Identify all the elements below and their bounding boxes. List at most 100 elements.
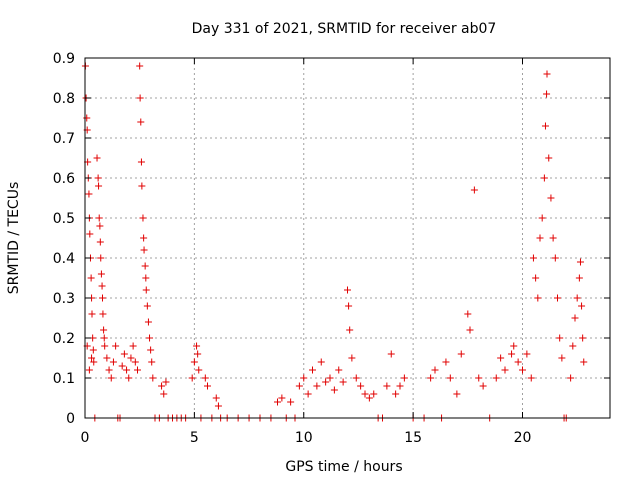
- y-tick-label: 0.7: [53, 131, 75, 147]
- data-point: [479, 382, 487, 390]
- data-point: [99, 310, 107, 318]
- data-point: [95, 214, 103, 222]
- data-point: [274, 398, 281, 406]
- data-point: [143, 302, 151, 310]
- data-point: [142, 286, 150, 294]
- data-point: [99, 294, 106, 302]
- data-point: [101, 342, 109, 350]
- data-point: [194, 350, 202, 358]
- x-tick-label: 0: [81, 430, 90, 446]
- x-tick-label: 15: [404, 430, 422, 446]
- data-point: [578, 302, 586, 310]
- data-point: [137, 158, 145, 166]
- data-point: [138, 182, 146, 190]
- data-point: [204, 382, 211, 390]
- data-point: [96, 222, 104, 230]
- y-tick-label: 0.2: [53, 331, 75, 347]
- data-point: [571, 314, 579, 322]
- data-point: [508, 350, 516, 358]
- data-point: [129, 342, 137, 350]
- data-point: [162, 378, 170, 386]
- data-point: [94, 174, 102, 182]
- data-point: [93, 154, 101, 162]
- data-point: [497, 354, 505, 362]
- data-point: [98, 282, 106, 290]
- data-point: [158, 382, 166, 390]
- data-point: [131, 358, 139, 366]
- x-axis-label: GPS time / hours: [285, 459, 402, 475]
- data-point: [141, 262, 149, 270]
- data-point: [127, 354, 135, 362]
- data-point: [392, 390, 400, 398]
- data-point: [278, 394, 286, 402]
- data-point: [579, 334, 587, 342]
- data-point: [147, 346, 155, 354]
- data-point: [538, 214, 546, 222]
- data-point: [85, 366, 93, 374]
- data-point: [554, 294, 561, 302]
- data-point: [558, 354, 566, 362]
- data-points: [81, 62, 588, 422]
- data-point: [188, 374, 196, 382]
- data-point: [352, 374, 360, 382]
- data-point: [466, 326, 474, 334]
- data-point: [87, 274, 95, 282]
- data-point: [501, 366, 509, 374]
- data-point: [541, 122, 549, 130]
- data-point: [142, 274, 150, 282]
- data-point: [442, 358, 450, 366]
- data-point: [97, 270, 105, 278]
- data-point: [573, 294, 581, 302]
- y-tick-label: 0.9: [53, 51, 75, 67]
- data-point: [457, 350, 465, 358]
- y-tick-label: 0.3: [53, 291, 75, 307]
- data-point: [400, 374, 408, 382]
- tick-labels: 0 5 10 15 20 0 0.1 0.2 0.3 0.4 0.5 0.6 0.7 0.8 0.9: [53, 51, 532, 446]
- data-point: [134, 366, 141, 374]
- data-point: [195, 366, 203, 374]
- data-point: [107, 374, 115, 382]
- data-point: [576, 258, 584, 266]
- data-point: [149, 374, 157, 382]
- data-point: [97, 254, 105, 262]
- data-point: [464, 310, 472, 318]
- data-point: [357, 382, 365, 390]
- data-point: [201, 374, 209, 382]
- data-point: [123, 366, 131, 374]
- data-point: [313, 382, 321, 390]
- data-point: [112, 342, 120, 350]
- data-point: [431, 366, 439, 374]
- data-point: [543, 70, 551, 78]
- data-point: [125, 374, 133, 382]
- data-point: [109, 358, 117, 366]
- grid: [84, 57, 610, 419]
- data-point: [90, 358, 98, 366]
- x-tick-label: 10: [295, 430, 313, 446]
- data-point: [148, 358, 156, 366]
- data-point: [383, 382, 391, 390]
- data-point: [140, 246, 148, 254]
- data-point: [322, 378, 330, 386]
- data-point: [100, 326, 108, 334]
- data-point: [540, 174, 548, 182]
- data-point: [549, 234, 557, 242]
- data-point: [545, 154, 553, 162]
- data-point: [105, 366, 113, 374]
- data-point: [330, 386, 338, 394]
- data-point: [427, 374, 435, 382]
- data-point: [136, 94, 144, 102]
- data-point: [190, 358, 198, 366]
- data-point: [96, 238, 104, 246]
- data-point: [523, 350, 531, 358]
- data-point: [193, 342, 201, 350]
- data-point: [120, 350, 128, 358]
- data-point: [335, 366, 343, 374]
- data-point: [346, 326, 354, 334]
- data-point: [326, 374, 334, 382]
- data-point: [83, 114, 91, 122]
- data-point: [146, 334, 154, 342]
- data-point: [543, 90, 551, 98]
- data-point: [137, 118, 145, 126]
- y-axis-label: SRMTID / TECUs: [6, 182, 22, 295]
- y-tick-label: 0: [66, 411, 75, 427]
